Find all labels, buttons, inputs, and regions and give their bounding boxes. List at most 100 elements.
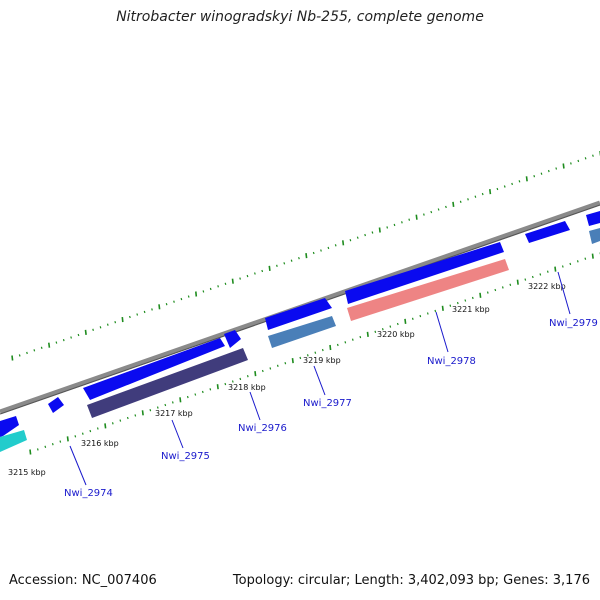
minor-tick [129, 315, 131, 319]
map-title: Nitrobacter winogradskyi Nb-255, complet… [116, 9, 484, 25]
minor-tick [408, 218, 411, 221]
minor-tick [254, 272, 256, 275]
feature-bar-nwi-2975[interactable] [87, 348, 248, 418]
feature-bar-nwi-2977[interactable] [268, 316, 336, 348]
minor-tick [186, 395, 189, 399]
minor-tick [349, 239, 352, 242]
gene-label-nwi-2978[interactable]: Nwi_2978 [427, 356, 476, 367]
minor-tick [217, 285, 219, 288]
minor-tick [151, 308, 153, 311]
cds-arrow-nwi-2974[interactable] [48, 397, 64, 413]
major-tick [195, 291, 198, 297]
minor-tick [239, 377, 242, 381]
major-tick [291, 358, 294, 364]
minor-tick [334, 244, 337, 247]
minor-tick [496, 187, 499, 191]
minor-tick [51, 443, 54, 446]
minor-tick [351, 338, 354, 341]
minor-tick [419, 314, 422, 318]
minor-tick [584, 257, 587, 260]
cds-arrow-nwi-2976[interactable] [224, 330, 241, 348]
minor-tick [77, 333, 80, 337]
major-tick [452, 201, 455, 207]
minor-tick [501, 286, 504, 289]
minor-tick [283, 262, 286, 265]
major-tick [591, 253, 594, 259]
major-tick [366, 331, 369, 337]
minor-tick [471, 296, 474, 300]
minor-tick [486, 291, 489, 294]
cds-arrow-nwi-2979[interactable] [525, 221, 570, 243]
gene-label-nwi-2979[interactable]: Nwi_2979 [549, 318, 598, 329]
minor-tick [524, 278, 527, 281]
minor-tick [386, 226, 389, 229]
minor-tick [246, 274, 249, 278]
gene-label-nwi-2977[interactable]: Nwi_2977 [303, 398, 352, 409]
minor-tick [481, 192, 484, 196]
minor-tick [261, 269, 264, 273]
major-tick [216, 384, 219, 390]
minor-tick [165, 303, 168, 306]
minor-tick [164, 403, 167, 407]
major-tick [479, 292, 482, 298]
minor-tick [224, 282, 227, 285]
minor-tick [33, 349, 36, 352]
minor-tick [299, 356, 302, 360]
minor-tick [437, 208, 440, 211]
minor-tick [171, 401, 174, 404]
minor-tick [99, 326, 102, 329]
minor-tick [511, 182, 513, 186]
cds-arrow-nwi-2978[interactable] [345, 242, 504, 304]
minor-tick [224, 382, 227, 386]
major-tick [231, 278, 234, 284]
gene-label-nwi-2975[interactable]: Nwi_2975 [161, 451, 210, 462]
minor-tick [290, 259, 293, 262]
minor-tick [40, 346, 43, 349]
major-tick [66, 436, 69, 442]
minor-tick [393, 223, 396, 227]
minor-tick [143, 310, 146, 314]
cds-arrow-nwi-2977[interactable] [265, 298, 332, 330]
minor-tick [518, 180, 521, 183]
major-tick [11, 355, 14, 361]
minor-tick [344, 341, 347, 344]
major-tick [48, 342, 51, 348]
feature-bar-nwi-2978[interactable] [347, 259, 509, 321]
minor-tick [126, 416, 129, 420]
feature-bar-nwi-2974[interactable] [0, 430, 27, 452]
minor-tick [276, 364, 279, 367]
minor-tick [74, 435, 77, 438]
minor-tick [187, 295, 190, 298]
minor-tick [62, 338, 65, 342]
minor-tick [246, 375, 249, 378]
minor-tick [356, 236, 359, 239]
cds-arrow-edge-right[interactable] [586, 211, 600, 226]
minor-tick [209, 287, 212, 291]
minor-tick [336, 343, 339, 347]
minor-tick [314, 351, 317, 354]
minor-tick [592, 154, 594, 157]
outer-tick-track [11, 150, 600, 361]
minor-tick [59, 440, 62, 443]
ruler-label: 3222 kbp [528, 282, 566, 291]
cds-arrow-edge[interactable] [0, 416, 19, 437]
minor-tick [494, 288, 497, 292]
label-leaders [69, 271, 571, 486]
major-tick [415, 214, 418, 220]
major-tick [268, 265, 271, 271]
minor-tick [381, 328, 384, 331]
feature-bar-nwi-2979[interactable] [589, 228, 600, 244]
major-tick [104, 423, 107, 429]
minor-tick [136, 313, 139, 316]
minor-tick [81, 432, 84, 435]
ruler-labels: 3215 kbp 3216 kbp 3217 kbp 3218 kbp 3219… [8, 282, 566, 477]
minor-tick [276, 264, 278, 267]
minor-tick [202, 290, 205, 293]
gene-label-nwi-2976[interactable]: Nwi_2976 [238, 423, 287, 434]
minor-tick [371, 231, 374, 234]
minor-tick [584, 157, 587, 160]
minor-tick [298, 257, 300, 260]
cds-arrow-nwi-2975[interactable] [83, 338, 225, 400]
gene-label-nwi-2974[interactable]: Nwi_2974 [64, 488, 113, 499]
